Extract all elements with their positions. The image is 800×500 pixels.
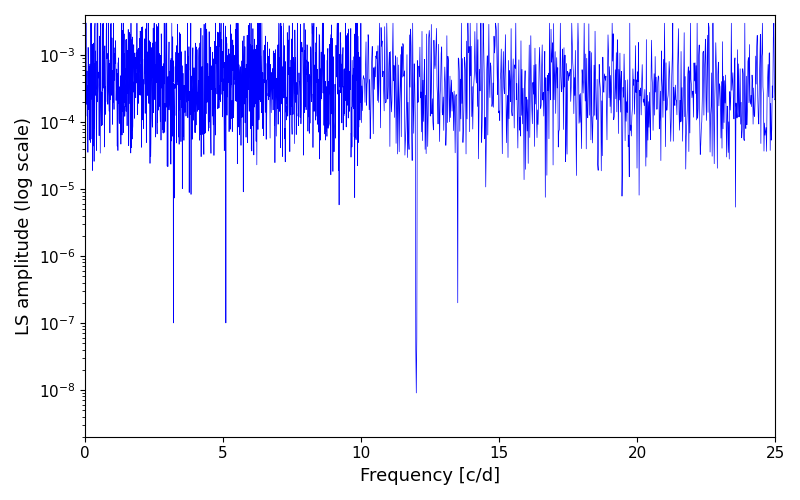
Y-axis label: LS amplitude (log scale): LS amplitude (log scale): [15, 117, 33, 335]
X-axis label: Frequency [c/d]: Frequency [c/d]: [360, 467, 500, 485]
